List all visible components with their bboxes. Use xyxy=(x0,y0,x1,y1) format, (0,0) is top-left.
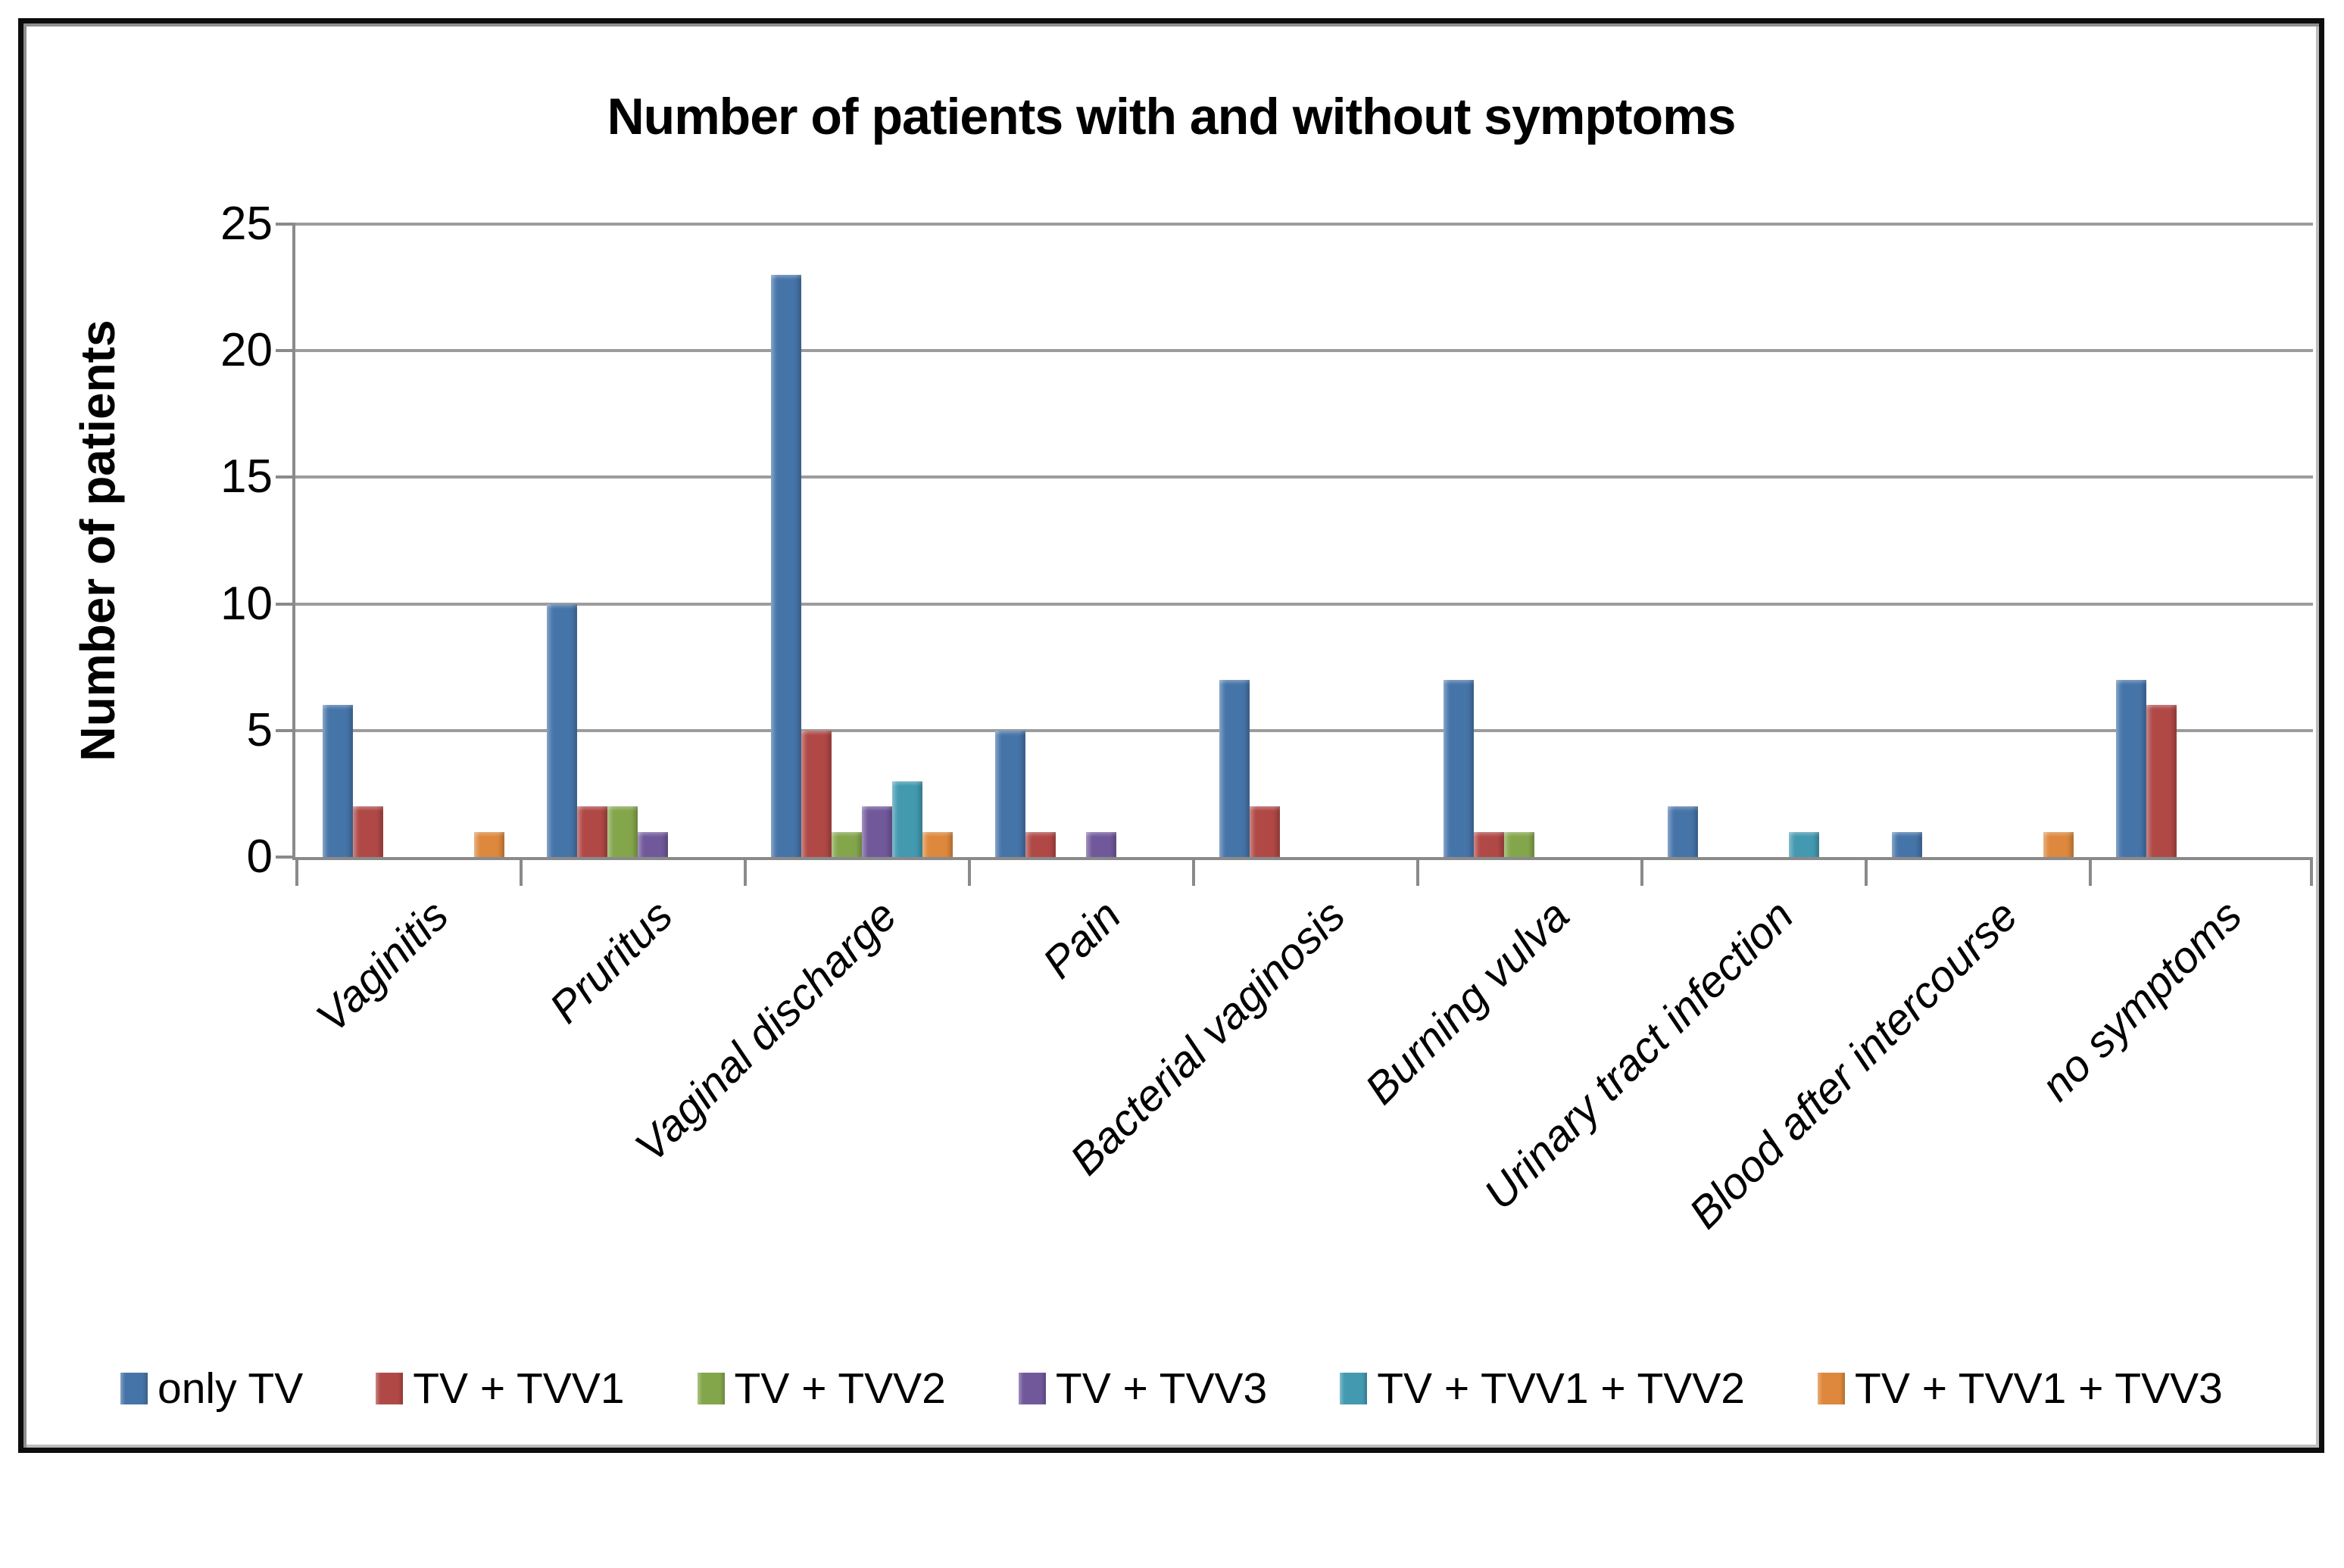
bar xyxy=(547,603,577,857)
x-axis-tick xyxy=(295,857,298,886)
legend-item: TV + TVV2 xyxy=(697,1364,946,1414)
bar xyxy=(2043,831,2074,857)
y-axis-title: Number of patients xyxy=(70,320,125,762)
y-axis-tick xyxy=(276,349,295,353)
y-tick-label: 0 xyxy=(246,831,273,883)
legend-swatch xyxy=(120,1373,148,1404)
bar xyxy=(1219,679,1250,857)
bar xyxy=(862,806,892,857)
legend-label: TV + TVV3 xyxy=(1055,1364,1268,1413)
gridline xyxy=(295,602,2313,606)
bar xyxy=(1444,679,1474,857)
y-axis-tick xyxy=(276,475,295,479)
y-axis-tick xyxy=(276,728,295,732)
bar xyxy=(771,274,801,857)
legend-item: TV + TVV3 xyxy=(1018,1364,1268,1414)
bar xyxy=(2146,705,2177,857)
x-axis-tick xyxy=(1192,857,1195,886)
legend-item: only TV xyxy=(120,1364,303,1414)
bar xyxy=(1474,831,1504,857)
bar xyxy=(607,806,638,857)
gridline xyxy=(295,223,2313,226)
y-tick-label: 5 xyxy=(246,703,273,756)
x-axis-tick xyxy=(2310,857,2313,886)
y-axis-tick xyxy=(276,856,295,859)
bar xyxy=(2116,679,2146,857)
bar xyxy=(1892,831,1922,857)
x-axis-tick xyxy=(1416,857,1419,886)
bar xyxy=(1504,831,1534,857)
legend-label: TV + TVV1 xyxy=(413,1364,625,1413)
bar xyxy=(801,730,832,857)
legend-label: TV + TVV1 + TVV2 xyxy=(1377,1364,1746,1413)
bar xyxy=(1250,806,1280,857)
x-axis-tick xyxy=(520,857,523,886)
legend-item: TV + TVV1 + TVV3 xyxy=(1818,1364,2223,1414)
legend-swatch xyxy=(1018,1373,1046,1404)
x-axis-tick xyxy=(1640,857,1643,886)
bar xyxy=(353,806,383,857)
chart-title: Number of patients with and without symp… xyxy=(607,88,1737,145)
gridline xyxy=(295,728,2313,732)
bar xyxy=(577,806,607,857)
bar xyxy=(474,831,504,857)
legend-swatch xyxy=(1818,1373,1846,1404)
bar xyxy=(323,705,353,857)
bar xyxy=(1668,806,1698,857)
bar xyxy=(1025,831,1056,857)
legend-label: TV + TVV1 + TVV3 xyxy=(1855,1364,2223,1413)
y-tick-label: 20 xyxy=(220,324,273,377)
x-axis-tick xyxy=(2089,857,2092,886)
chart-frame: Number of patients with and without symp… xyxy=(18,18,2324,1453)
x-axis-tick xyxy=(968,857,971,886)
bar xyxy=(922,831,953,857)
x-category-label: Vaginitis xyxy=(307,890,458,1043)
y-tick-label: 25 xyxy=(220,198,273,250)
x-axis-tick xyxy=(1865,857,1868,886)
y-tick-label: 10 xyxy=(220,577,273,630)
legend-swatch xyxy=(697,1373,725,1404)
bar xyxy=(638,831,668,857)
legend-swatch xyxy=(376,1373,404,1404)
legend-label: only TV xyxy=(158,1364,304,1413)
y-axis-tick xyxy=(276,602,295,606)
legend: only TV TV + TVV1 TV + TVV2 TV + TVV3 TV + T… xyxy=(120,1347,2289,1430)
plot-area: 0 5 10 15 20 25 Vaginitis Pruritus Vaginal disch… xyxy=(220,198,2313,1238)
legend-swatch xyxy=(1340,1373,1368,1404)
legend-label: TV + TVV2 xyxy=(734,1364,946,1413)
bar xyxy=(995,730,1025,857)
y-axis-tick xyxy=(276,223,295,226)
bar xyxy=(1789,831,1819,857)
x-axis-tick xyxy=(744,857,747,886)
bar xyxy=(1086,831,1116,857)
legend-item: TV + TVV1 xyxy=(376,1364,625,1414)
gridline xyxy=(295,349,2313,353)
y-tick-label: 15 xyxy=(220,450,273,503)
bar xyxy=(832,831,862,857)
legend-item: TV + TVV1 + TVV2 xyxy=(1340,1364,1745,1414)
bar xyxy=(892,781,922,857)
gridline xyxy=(295,475,2313,479)
